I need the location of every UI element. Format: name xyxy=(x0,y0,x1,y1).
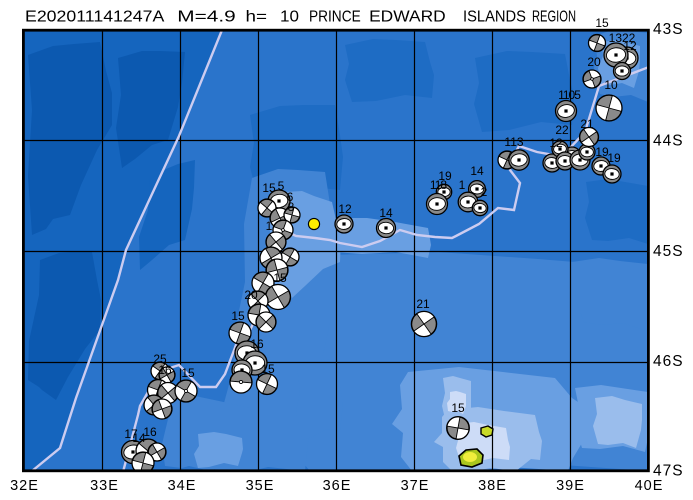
svg-text:20: 20 xyxy=(587,55,601,69)
svg-text:1322: 1322 xyxy=(609,31,636,45)
svg-text:43S: 43S xyxy=(653,21,684,38)
svg-text:M=4.9: M=4.9 xyxy=(177,9,236,26)
svg-text:32E: 32E xyxy=(10,478,39,494)
svg-text:47S: 47S xyxy=(653,463,684,480)
svg-text:6: 6 xyxy=(287,190,294,204)
svg-text:1105: 1105 xyxy=(558,88,581,102)
svg-text:10: 10 xyxy=(604,78,618,92)
svg-text:10: 10 xyxy=(280,9,299,26)
svg-text:8: 8 xyxy=(288,200,295,214)
svg-text:39E: 39E xyxy=(556,478,585,494)
svg-text:2: 2 xyxy=(481,185,488,199)
svg-text:113: 113 xyxy=(504,135,523,149)
svg-text:33E: 33E xyxy=(90,478,119,494)
svg-text:38E: 38E xyxy=(478,478,507,494)
svg-text:14: 14 xyxy=(379,206,393,220)
svg-text:15: 15 xyxy=(262,181,276,195)
svg-text:40E: 40E xyxy=(635,478,664,494)
svg-text:21: 21 xyxy=(416,297,430,311)
svg-text:5: 5 xyxy=(278,179,285,193)
svg-text:1: 1 xyxy=(459,178,466,192)
svg-text:15: 15 xyxy=(261,362,275,376)
svg-text:REGION: REGION xyxy=(532,9,576,26)
svg-text:14: 14 xyxy=(470,164,484,178)
svg-text:34E: 34E xyxy=(168,478,197,494)
svg-text:19: 19 xyxy=(595,145,609,159)
svg-text:1: 1 xyxy=(266,219,273,233)
svg-text:25: 25 xyxy=(153,352,167,366)
svg-text:h=: h= xyxy=(246,9,268,26)
svg-text:15: 15 xyxy=(181,366,195,380)
svg-text:35E: 35E xyxy=(246,478,275,494)
svg-text:PRINCE: PRINCE xyxy=(309,9,361,26)
svg-text:ISLANDS: ISLANDS xyxy=(463,9,526,26)
svg-text:EDWARD: EDWARD xyxy=(369,9,446,26)
svg-text:19: 19 xyxy=(607,151,621,165)
svg-text:E202011141247A: E202011141247A xyxy=(25,9,165,26)
svg-text:16: 16 xyxy=(143,425,157,439)
svg-text:22: 22 xyxy=(555,123,569,137)
svg-text:20: 20 xyxy=(244,288,258,302)
svg-text:15: 15 xyxy=(231,309,245,323)
svg-text:118: 118 xyxy=(430,178,447,192)
svg-text:44S: 44S xyxy=(653,133,684,150)
svg-text:16: 16 xyxy=(250,337,264,351)
svg-text:12: 12 xyxy=(623,39,637,53)
svg-text:16: 16 xyxy=(158,363,172,377)
svg-text:45S: 45S xyxy=(653,243,684,260)
svg-text:15: 15 xyxy=(451,401,465,415)
svg-text:46S: 46S xyxy=(653,353,684,370)
svg-text:36E: 36E xyxy=(323,478,352,494)
svg-text:19: 19 xyxy=(438,169,452,183)
svg-text:15: 15 xyxy=(595,16,609,30)
svg-text:12: 12 xyxy=(338,202,352,216)
svg-text:12: 12 xyxy=(549,136,563,150)
svg-text:21: 21 xyxy=(580,117,594,131)
svg-text:15: 15 xyxy=(273,271,287,285)
svg-text:37E: 37E xyxy=(401,478,430,494)
svg-text:17: 17 xyxy=(124,427,138,441)
svg-text:14: 14 xyxy=(132,431,146,445)
